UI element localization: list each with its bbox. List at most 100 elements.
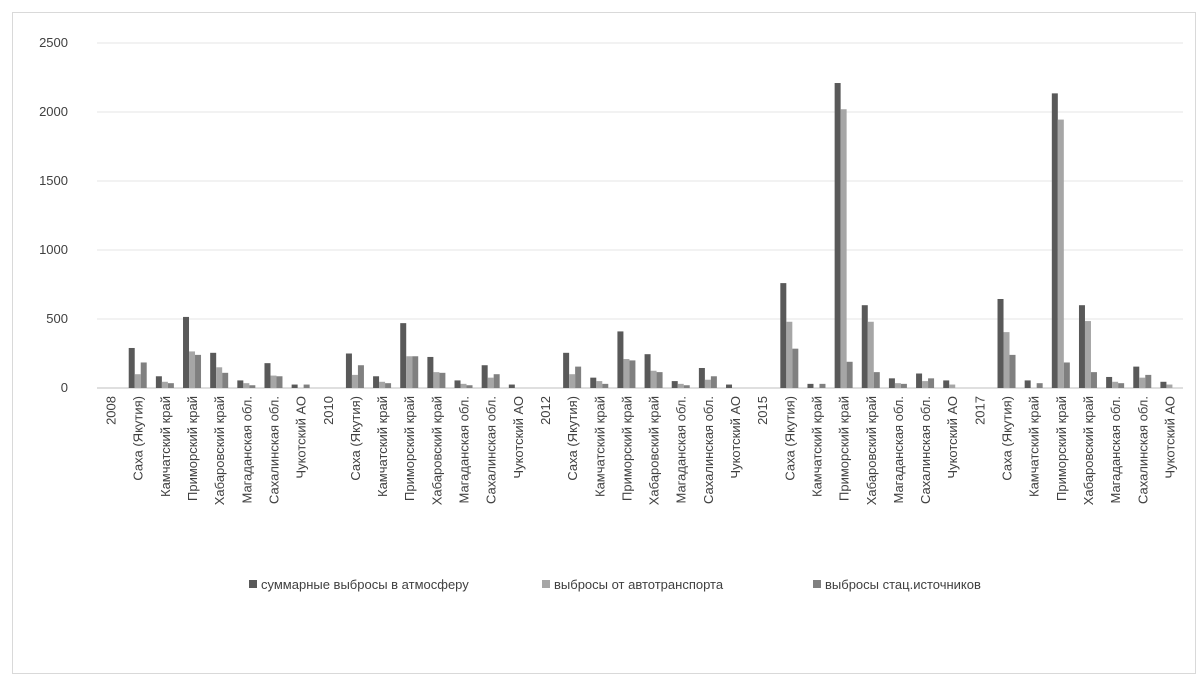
bar-3 xyxy=(466,385,473,388)
x-category-label: Хабаровский край xyxy=(1081,396,1096,505)
bar-3 xyxy=(222,372,229,388)
bar-1 xyxy=(128,347,135,388)
legend-swatch xyxy=(542,580,550,588)
legend: суммарные выбросы в атмосферу выбросы от … xyxy=(249,577,981,592)
y-tick-label: 2000 xyxy=(39,104,68,119)
bar-2 xyxy=(189,351,196,388)
y-tick-label: 500 xyxy=(46,311,68,326)
x-category-label: 2015 xyxy=(755,396,770,425)
bar-3 xyxy=(792,348,799,388)
bar-3 xyxy=(900,383,907,388)
x-category-label: Приморский край xyxy=(402,396,417,501)
bar-2 xyxy=(1139,377,1146,388)
x-category-label: Камчатский край xyxy=(1027,396,1042,497)
bar-1 xyxy=(264,363,271,388)
bar-2 xyxy=(134,374,141,388)
x-category-label: Камчатский край xyxy=(375,396,390,497)
bar-1 xyxy=(1024,380,1031,388)
bar-2 xyxy=(704,379,711,388)
bar-3 xyxy=(140,362,147,388)
chart-frame: 0 500 1000 1500 2000 2500 2008 Саха (Якутия) Ка… xyxy=(12,12,1196,674)
bar-1 xyxy=(1051,93,1058,389)
bar-1 xyxy=(345,353,352,388)
y-axis: 0 500 1000 1500 2000 2500 xyxy=(39,35,68,395)
legend-swatch xyxy=(813,580,821,588)
x-category-label: Приморский край xyxy=(837,396,852,501)
bar-1 xyxy=(400,323,407,388)
x-category-label: Магаданская обл. xyxy=(891,396,906,504)
bar-2 xyxy=(894,383,901,388)
bar-3 xyxy=(1118,383,1125,388)
x-category-label: Магаданская обл. xyxy=(239,396,254,504)
x-category-label: Приморский край xyxy=(1054,396,1069,501)
bar-chart: 0 500 1000 1500 2000 2500 2008 Саха (Якутия) Ка… xyxy=(39,35,1183,592)
bar-3 xyxy=(819,383,826,388)
bar-2 xyxy=(786,321,793,388)
x-category-label: Чукотский АО xyxy=(728,396,743,479)
x-category-label: 2010 xyxy=(321,396,336,425)
bar-1 xyxy=(888,378,895,388)
bar-1 xyxy=(943,380,950,388)
x-category-label: Чукотский АО xyxy=(511,396,526,479)
bar-1 xyxy=(834,83,841,389)
bar-2 xyxy=(949,384,956,388)
bar-2 xyxy=(650,370,657,388)
bar-2 xyxy=(460,383,467,388)
bar-3 xyxy=(873,372,880,388)
y-tick-label: 2500 xyxy=(39,35,68,50)
bar-3 xyxy=(412,356,419,388)
bar-3 xyxy=(303,384,310,388)
bar-3 xyxy=(439,372,446,388)
bar-2 xyxy=(1003,332,1010,388)
bar-1 xyxy=(997,298,1004,388)
bar-1 xyxy=(780,283,787,388)
bar-3 xyxy=(1090,372,1097,388)
bar-3 xyxy=(1063,362,1070,388)
bar-1 xyxy=(698,367,705,388)
bar-2 xyxy=(922,381,929,388)
bar-3 xyxy=(656,372,663,388)
bar-3 xyxy=(575,366,582,388)
bar-1 xyxy=(1078,305,1085,388)
x-category-label: Сахалинская обл. xyxy=(484,396,499,504)
x-category-label: Саха (Якутия) xyxy=(1000,396,1015,481)
bar-3 xyxy=(493,374,500,388)
x-category-label: Магаданская обл. xyxy=(457,396,472,504)
bar-2 xyxy=(569,374,576,388)
bar-2 xyxy=(867,321,874,388)
bar-3 xyxy=(357,365,364,388)
bar-1 xyxy=(861,305,868,388)
bar-1 xyxy=(644,354,651,388)
bar-2 xyxy=(596,381,603,388)
x-category-label: Саха (Якутия) xyxy=(348,396,363,481)
bar-3 xyxy=(385,383,392,388)
bar-2 xyxy=(161,381,168,388)
x-category-label: Магаданская обл. xyxy=(1108,396,1123,504)
bar-1 xyxy=(807,383,814,388)
bar-3 xyxy=(710,376,717,388)
bar-1 xyxy=(671,381,678,388)
bars xyxy=(128,83,1173,389)
x-category-label: Саха (Якутия) xyxy=(565,396,580,481)
x-category-label: Сахалинская обл. xyxy=(266,396,281,504)
bar-1 xyxy=(508,384,515,388)
x-category-label: Хабаровский край xyxy=(864,396,879,505)
x-category-label: Хабаровский край xyxy=(647,396,662,505)
bar-2 xyxy=(270,375,277,388)
bar-3 xyxy=(846,361,853,388)
bar-2 xyxy=(1112,381,1119,388)
bar-3 xyxy=(928,378,935,388)
bar-1 xyxy=(454,380,461,388)
x-category-label: 2017 xyxy=(972,396,987,425)
bar-3 xyxy=(629,360,636,388)
bar-2 xyxy=(487,377,494,388)
x-category-label: Сахалинская обл. xyxy=(1135,396,1150,504)
bar-3 xyxy=(683,385,690,388)
bar-2 xyxy=(216,367,223,388)
bar-2 xyxy=(1166,384,1173,388)
bar-2 xyxy=(433,372,440,388)
bar-2 xyxy=(1057,119,1064,388)
legend-swatch xyxy=(249,580,257,588)
bar-1 xyxy=(590,377,597,388)
bar-3 xyxy=(167,383,174,388)
